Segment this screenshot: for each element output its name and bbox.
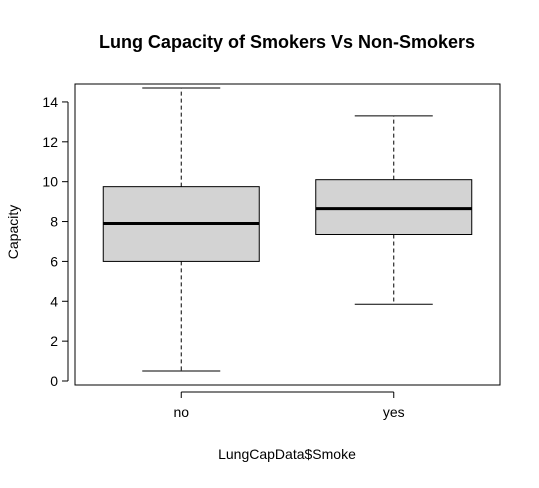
y-tick-label: 14 <box>42 94 58 110</box>
y-tick-label: 0 <box>50 373 58 389</box>
y-tick-label: 8 <box>50 214 58 230</box>
y-tick-label: 12 <box>42 134 58 150</box>
y-tick-label: 10 <box>42 174 58 190</box>
x-axis-label: LungCapData$Smoke <box>218 446 356 462</box>
chart-title: Lung Capacity of Smokers Vs Non-Smokers <box>99 32 475 52</box>
y-tick-label: 2 <box>50 333 58 349</box>
plot-frame <box>74 83 501 386</box>
y-tick-label: 6 <box>50 253 58 269</box>
y-tick-label: 4 <box>50 293 58 309</box>
plot-area: 0 2 4 6 8 10 12 14 no yes <box>42 87 473 420</box>
x-tick-label: no <box>173 404 189 420</box>
y-axis-label: Capacity <box>5 205 21 259</box>
x-tick-label: yes <box>383 404 405 420</box>
